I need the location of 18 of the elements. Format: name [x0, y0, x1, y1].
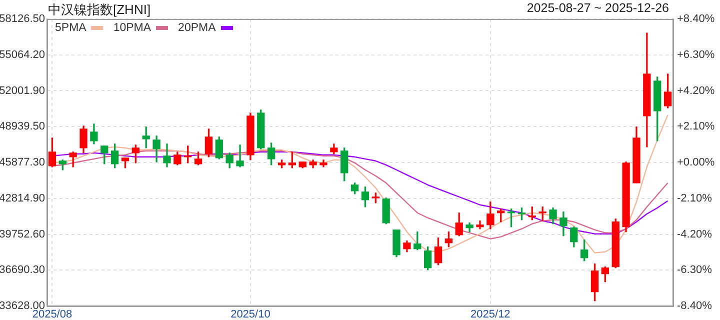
candlestick: [236, 144, 244, 168]
legend-label: 5PMA: [55, 22, 86, 34]
x-tick-label: 2025/12: [470, 308, 510, 320]
y2-tick-label: +6.30%: [677, 48, 715, 61]
y2-tick-label: -2.10%: [677, 192, 712, 204]
legend-label: 10PMA: [113, 22, 152, 34]
y2-tick-label: +4.20%: [677, 84, 715, 97]
y2-tick-label: -8.40%: [677, 300, 712, 312]
y2-tick-label: -6.30%: [677, 264, 712, 276]
y2-tick-label: +8.40%: [677, 13, 715, 26]
x-tick-label: 2025/08: [32, 308, 72, 320]
y2-tick-label: -4.20%: [677, 228, 712, 240]
y2-tick-label: +2.10%: [677, 120, 715, 133]
chart-subtitle: 2025-08-27 ~ 2025-12-26: [526, 1, 669, 15]
x-tick-label: 2025/10: [230, 308, 270, 320]
chart-title: 中汉镍指数[ZHNI]: [48, 1, 151, 19]
y2-tick-label: +0.00%: [677, 156, 715, 169]
legend-label: 20PMA: [178, 22, 216, 34]
